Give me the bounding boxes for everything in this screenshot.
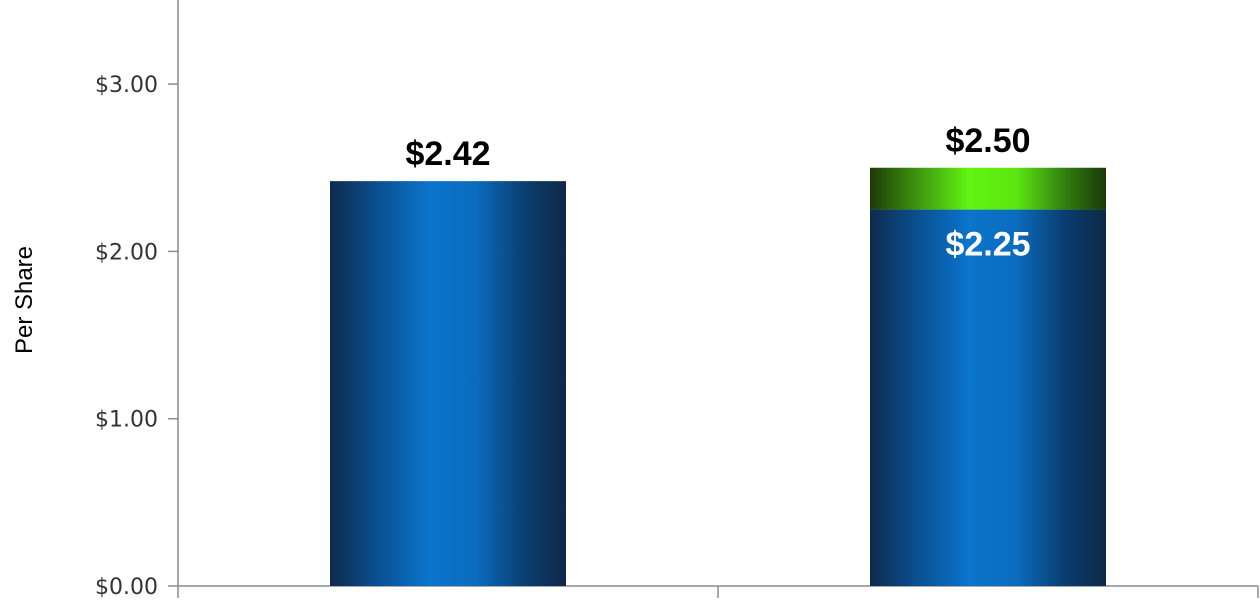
y-tick-label: $2.00	[95, 240, 158, 265]
y-axis-title: Per Share	[11, 246, 38, 354]
data-label: $2.25	[945, 226, 1030, 264]
y-tick-label: $3.00	[95, 73, 158, 98]
bar-segment	[330, 181, 566, 586]
labels: $2.42 $2.50 $2.25	[405, 122, 1030, 264]
bars	[330, 167, 1106, 586]
bar-segment	[870, 167, 1106, 210]
y-tick-label: $1.00	[95, 408, 158, 433]
data-label: $2.50	[945, 122, 1030, 160]
y-tick-label: $0.00	[95, 575, 158, 600]
data-label: $2.42	[405, 135, 490, 173]
bar-segment	[870, 209, 1106, 586]
